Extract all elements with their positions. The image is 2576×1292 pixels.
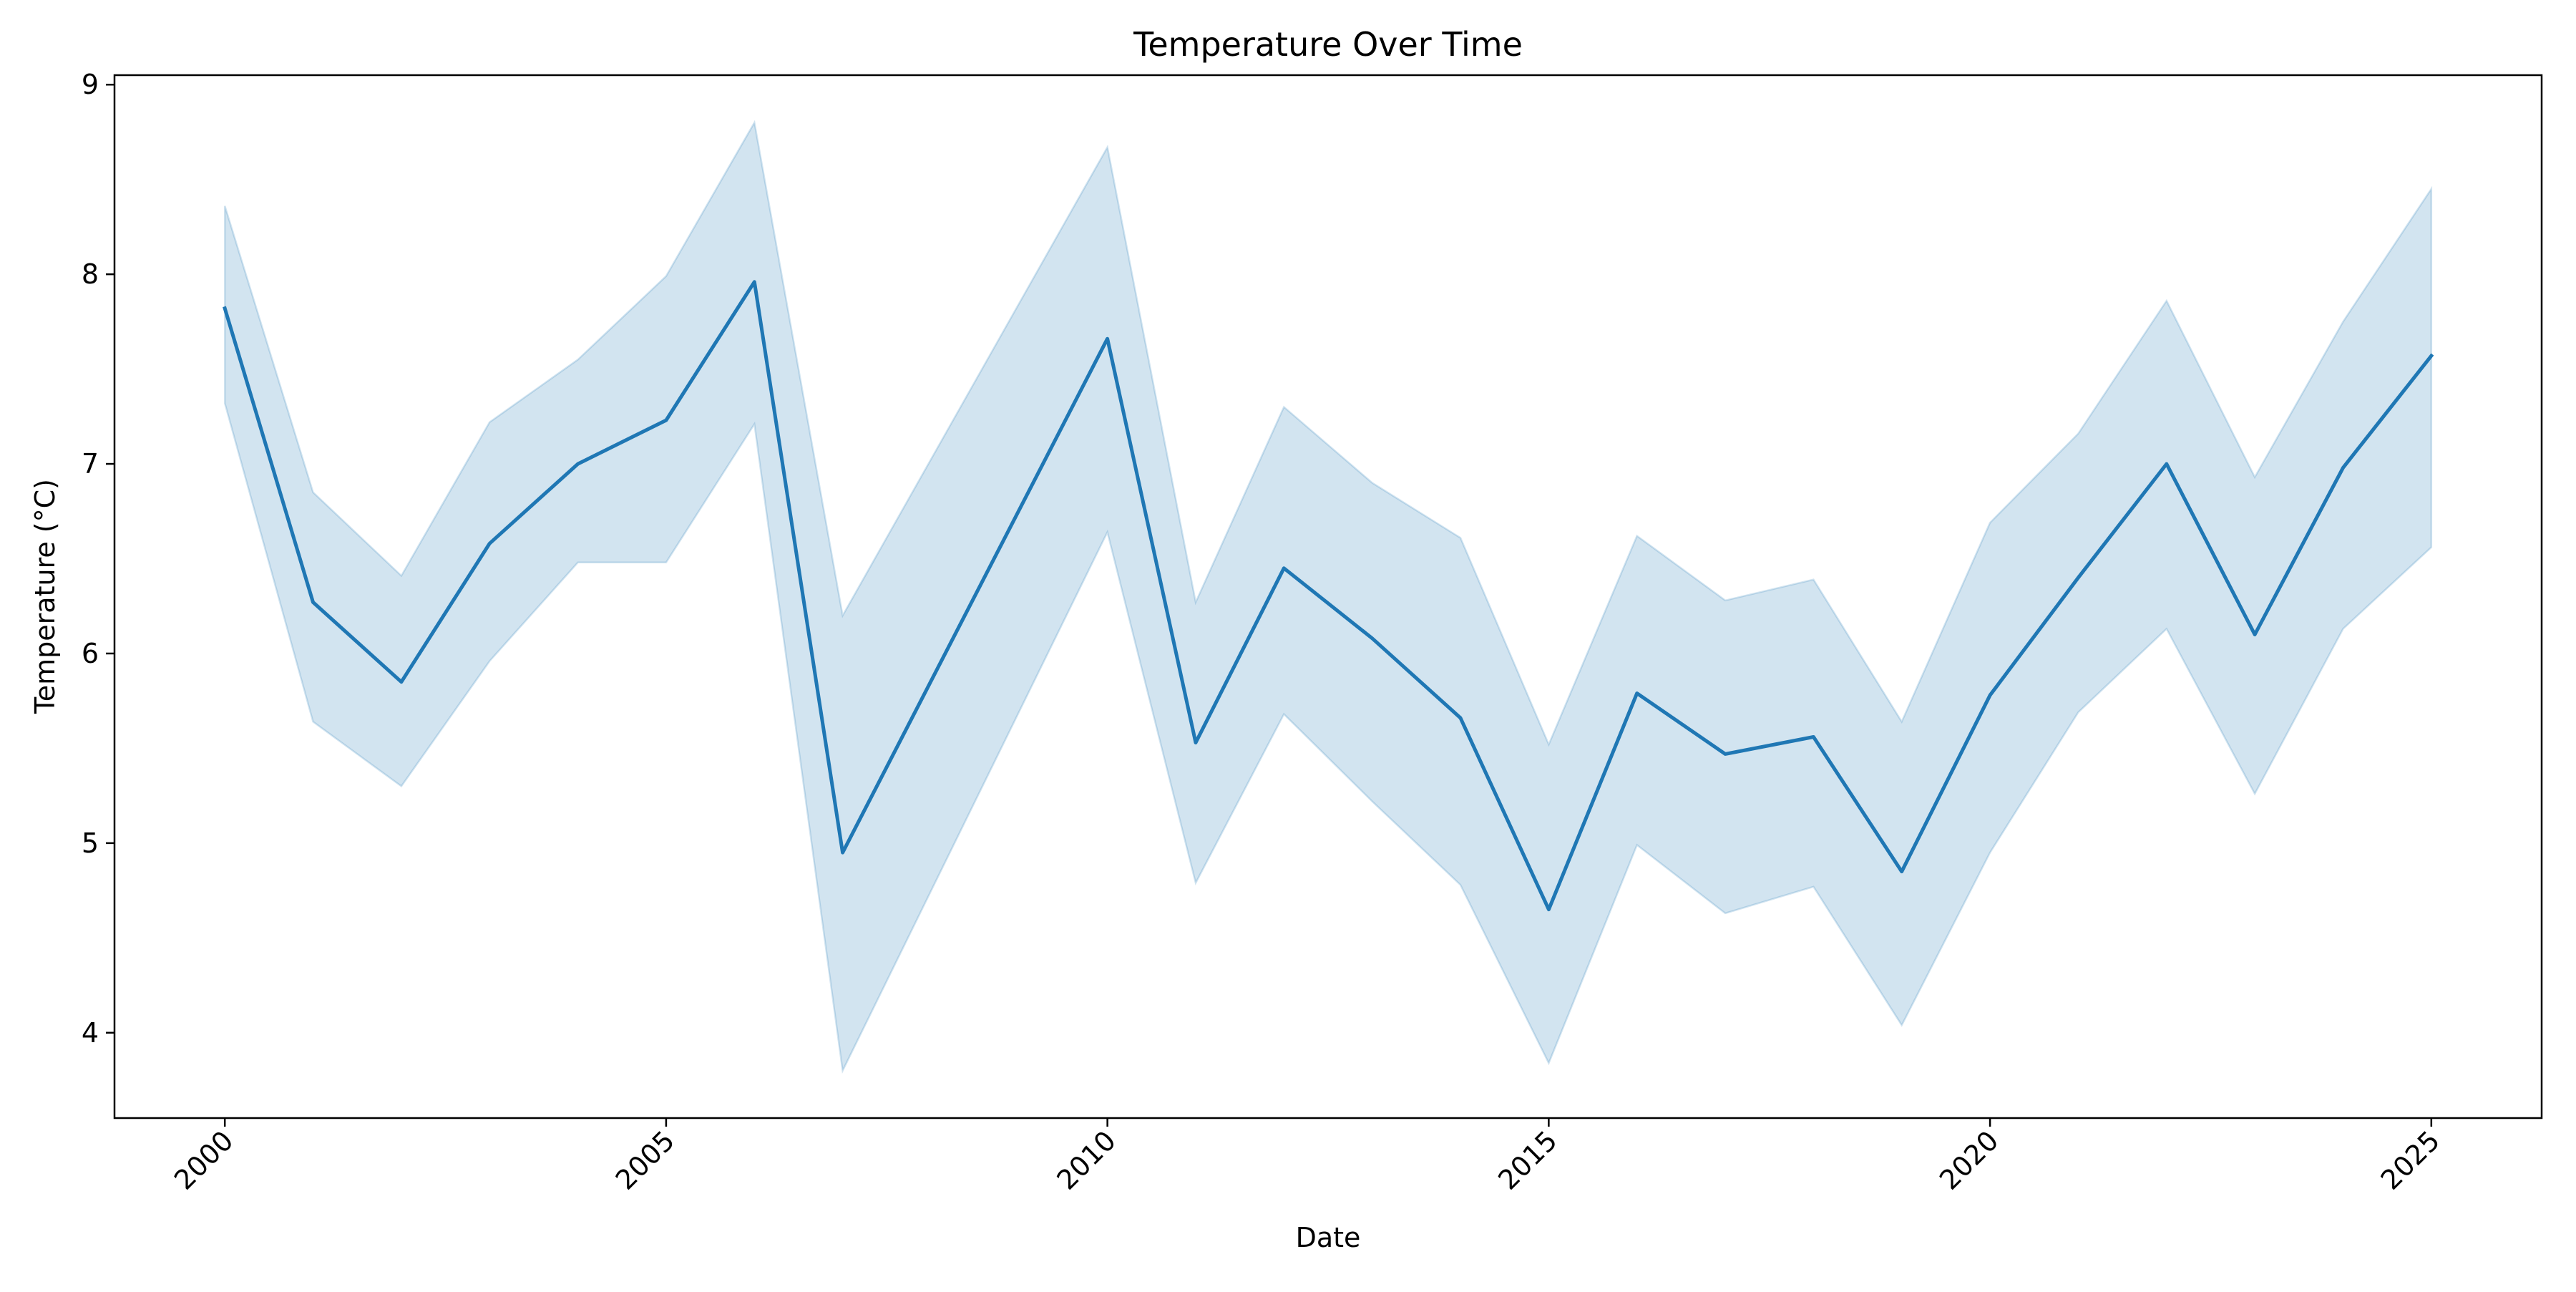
- x-tick-label: 2005: [610, 1125, 681, 1196]
- y-tick-label: 7: [82, 448, 99, 480]
- chart-title: Temperature Over Time: [1133, 25, 1523, 64]
- y-tick-label: 5: [82, 827, 99, 859]
- x-tick-label: 2015: [1492, 1125, 1563, 1196]
- series-line-layer: [223, 280, 2434, 912]
- y-tick-label: 4: [82, 1017, 99, 1049]
- y-axis-label: Temperature (°C): [29, 479, 61, 714]
- x-tick-label: 2025: [2375, 1125, 2446, 1196]
- confidence-band: [223, 120, 2433, 1074]
- series-line: [223, 280, 2434, 912]
- y-tick-label: 8: [82, 258, 99, 290]
- plot-area-frame: [113, 74, 2543, 1119]
- x-axis: 2000 2005 2010 2015 2020 2025: [168, 1118, 2446, 1196]
- x-tick-label: 2020: [1933, 1125, 2005, 1196]
- y-axis: 4 5 6 7 8 9: [82, 69, 114, 1049]
- y-tick-label: 6: [82, 638, 99, 669]
- confidence-band-layer: [223, 120, 2433, 1074]
- x-tick-label: 2000: [168, 1125, 240, 1196]
- x-tick-label: 2010: [1050, 1125, 1122, 1196]
- y-tick-label: 9: [82, 69, 99, 100]
- x-axis-label: Date: [1296, 1222, 1361, 1253]
